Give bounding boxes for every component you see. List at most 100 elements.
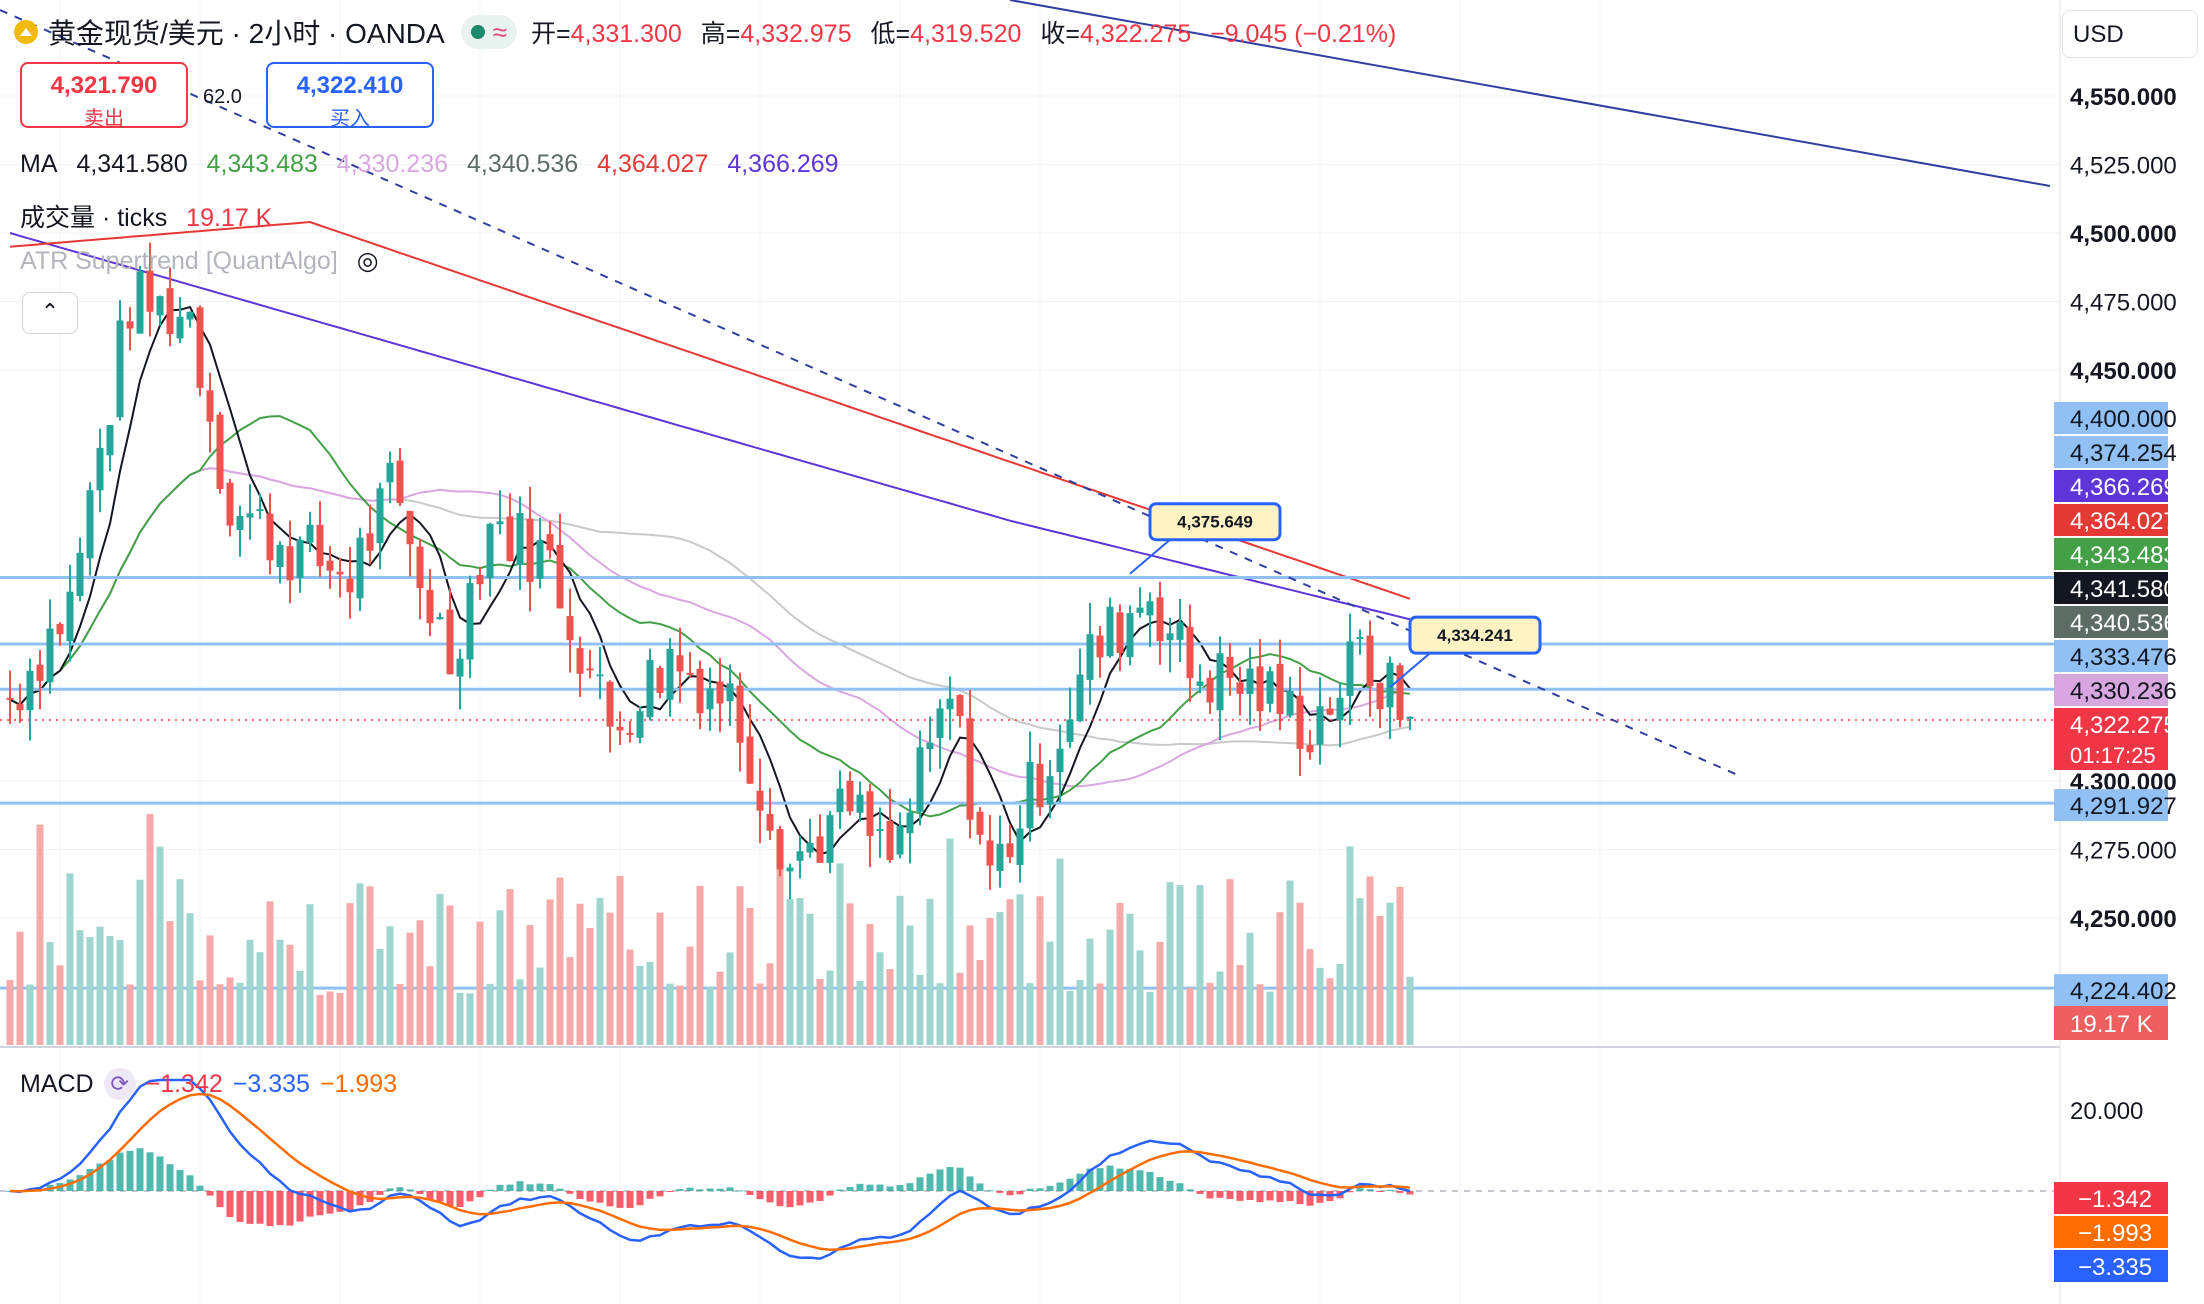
macd-histogram-bar — [426, 1191, 434, 1200]
volume-bar — [366, 886, 374, 1045]
volume-legend[interactable]: 成交量 · ticks 19.17 K — [20, 198, 284, 234]
candle-body — [336, 571, 344, 575]
market-status-pill[interactable]: ≈ — [460, 15, 517, 49]
volume-bar — [196, 980, 204, 1045]
macd-histogram-bar — [466, 1191, 474, 1202]
candle-body — [106, 425, 114, 456]
macd-histogram-bar — [486, 1189, 494, 1191]
macd-histogram-bar — [476, 1191, 484, 1198]
candle-body — [446, 609, 454, 675]
macd-histogram-bar — [746, 1191, 754, 1195]
symbol-title[interactable]: 黄金现货/美元 · 2小时 · OANDA — [48, 18, 445, 49]
price-label-text: 4,224.402 — [2070, 978, 2177, 1005]
volume-bar — [136, 879, 144, 1045]
macd-legend[interactable]: MACD ⟳ −1.342 −3.335 −1.993 — [20, 1068, 397, 1100]
volume-bar — [506, 889, 514, 1045]
macd-histogram-bar — [756, 1191, 764, 1200]
volume-bar — [336, 992, 344, 1045]
candle-body — [456, 658, 464, 677]
candle-body — [586, 668, 594, 671]
sell-button[interactable]: 4,321.790 卖出 — [20, 62, 188, 130]
macd-label-text: −1.993 — [2078, 1220, 2152, 1247]
macd-histogram-bar — [1236, 1191, 1244, 1201]
candle-body — [696, 668, 704, 714]
candle-body — [1366, 635, 1374, 687]
candle-body — [626, 732, 634, 735]
buy-button[interactable]: 4,322.410 买入 — [266, 62, 434, 130]
volume-bar — [1026, 983, 1034, 1045]
candle-body — [526, 518, 534, 582]
price-label-tag — [2054, 674, 2168, 706]
volume-bar — [906, 925, 914, 1045]
candle-body — [56, 623, 64, 635]
volume-bar — [86, 937, 94, 1045]
buy-price: 4,322.410 — [296, 72, 404, 99]
candle-body — [1136, 607, 1144, 613]
volume-bar — [156, 846, 164, 1045]
volume-bar — [1406, 976, 1414, 1045]
candle-body — [746, 736, 754, 784]
candle-body — [116, 320, 124, 418]
candle-body — [866, 791, 874, 836]
candle-body — [246, 513, 254, 518]
candle-body — [1346, 641, 1354, 696]
macd-axis-tick: 20.000 — [2070, 1098, 2143, 1125]
volume-bar — [766, 963, 774, 1045]
volume-bar — [926, 898, 934, 1045]
macd-histogram-bar — [536, 1183, 544, 1191]
macd-histogram-bar — [936, 1169, 944, 1191]
macd-histogram-bar — [296, 1191, 304, 1222]
candle-body — [226, 482, 234, 526]
refresh-icon[interactable]: ⟳ — [103, 1068, 136, 1100]
volume-bar — [126, 984, 134, 1045]
volume-bar — [706, 987, 714, 1045]
volume-bar — [816, 978, 824, 1045]
macd-histogram-bar — [566, 1191, 574, 1194]
macd-histogram-bar — [506, 1184, 514, 1191]
candle-body — [16, 703, 24, 711]
candle-body — [206, 390, 214, 422]
macd-histogram-bar — [366, 1191, 374, 1202]
macd-histogram-bar — [1156, 1177, 1164, 1191]
volume-bar — [46, 942, 54, 1045]
candle-body — [1386, 662, 1394, 708]
volume-bar — [96, 926, 104, 1045]
candle-body — [316, 524, 324, 567]
price-label-tag — [2054, 436, 2168, 468]
macd-histogram-bar — [576, 1191, 584, 1200]
currency-select[interactable]: USD — [2062, 10, 2198, 58]
volume-bar — [996, 912, 1004, 1045]
macd-histogram-bar — [966, 1176, 974, 1191]
candle-body — [366, 533, 374, 551]
macd-histogram-bar — [726, 1187, 734, 1191]
volume-bar — [186, 913, 194, 1045]
candle-body — [546, 534, 554, 551]
candle-body — [1206, 677, 1214, 703]
macd-histogram-bar — [1306, 1191, 1314, 1206]
volume-bar — [856, 980, 864, 1045]
volume-bar — [1236, 965, 1244, 1045]
candle-body — [826, 815, 834, 863]
hidden-eye-icon[interactable]: ◎ — [356, 247, 379, 275]
ma-legend[interactable]: MA 4,341.580 4,343.483 4,330.236 4,340.5… — [20, 150, 851, 179]
macd-label-text: −3.335 — [2078, 1254, 2152, 1281]
chevron-up-icon: ⌃ — [40, 299, 60, 324]
sell-label: 卖出 — [84, 108, 124, 130]
candle-body — [636, 711, 644, 738]
volume-bar — [946, 838, 954, 1045]
candle-body — [516, 513, 524, 565]
macd-histogram-bar — [1256, 1191, 1264, 1203]
volume-bar — [26, 984, 34, 1045]
macd-histogram-bar — [256, 1191, 264, 1224]
candle-body — [726, 683, 734, 702]
macd-histogram-bar — [1386, 1189, 1394, 1191]
volume-bar — [1246, 932, 1254, 1045]
macd-histogram-bar — [1086, 1168, 1094, 1191]
supertrend-legend[interactable]: ATR Supertrend [QuantAlgo] ◎ — [20, 246, 391, 276]
price-label-text: 4,330.236 — [2070, 678, 2177, 705]
macd-histogram-bar — [906, 1183, 914, 1191]
sell-price: 4,321.790 — [50, 72, 158, 99]
collapse-legend-button[interactable]: ⌃ — [22, 292, 78, 334]
macd-histogram-bar — [446, 1191, 454, 1207]
